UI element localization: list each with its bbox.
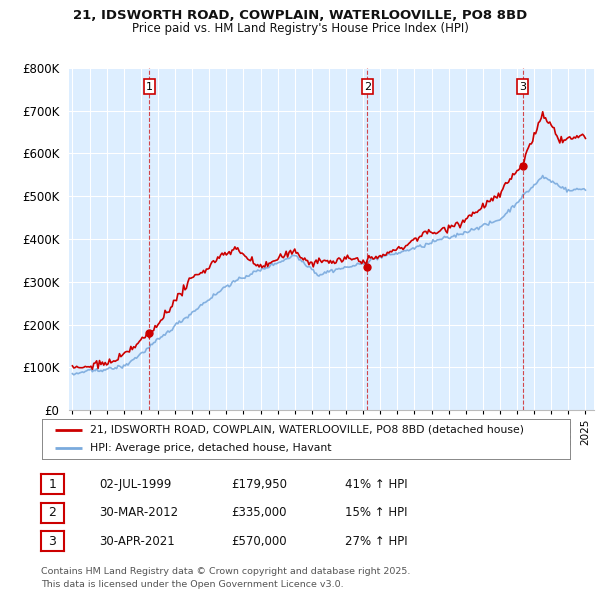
Text: Price paid vs. HM Land Registry's House Price Index (HPI): Price paid vs. HM Land Registry's House … — [131, 22, 469, 35]
Text: 2: 2 — [48, 506, 56, 519]
Text: 02-JUL-1999: 02-JUL-1999 — [99, 478, 172, 491]
Text: 27% ↑ HPI: 27% ↑ HPI — [345, 535, 407, 548]
Text: 21, IDSWORTH ROAD, COWPLAIN, WATERLOOVILLE, PO8 8BD: 21, IDSWORTH ROAD, COWPLAIN, WATERLOOVIL… — [73, 9, 527, 22]
Text: 30-APR-2021: 30-APR-2021 — [99, 535, 175, 548]
Text: 3: 3 — [48, 535, 56, 548]
Text: 1: 1 — [146, 81, 153, 91]
Text: 2: 2 — [364, 81, 371, 91]
Text: 30-MAR-2012: 30-MAR-2012 — [99, 506, 178, 519]
Text: 1: 1 — [48, 478, 56, 491]
Text: £335,000: £335,000 — [231, 506, 287, 519]
Text: HPI: Average price, detached house, Havant: HPI: Average price, detached house, Hava… — [89, 443, 331, 453]
Text: 15% ↑ HPI: 15% ↑ HPI — [345, 506, 407, 519]
Text: 41% ↑ HPI: 41% ↑ HPI — [345, 478, 407, 491]
Text: Contains HM Land Registry data © Crown copyright and database right 2025.
This d: Contains HM Land Registry data © Crown c… — [41, 568, 410, 589]
Text: £570,000: £570,000 — [231, 535, 287, 548]
Text: 21, IDSWORTH ROAD, COWPLAIN, WATERLOOVILLE, PO8 8BD (detached house): 21, IDSWORTH ROAD, COWPLAIN, WATERLOOVIL… — [89, 425, 524, 435]
Text: 3: 3 — [519, 81, 526, 91]
Text: £179,950: £179,950 — [231, 478, 287, 491]
